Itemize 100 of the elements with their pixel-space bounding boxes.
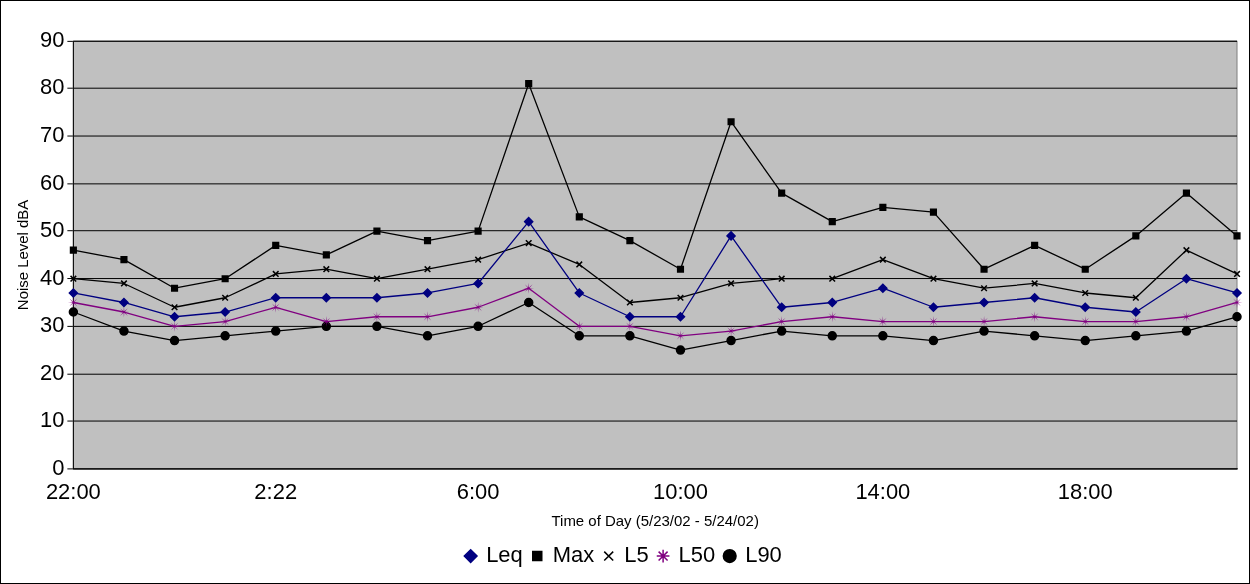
point (473, 321, 483, 332)
point (575, 213, 583, 221)
point (675, 345, 686, 355)
point (727, 118, 735, 126)
point (778, 275, 786, 283)
point (878, 331, 888, 341)
point (827, 331, 838, 341)
point (523, 297, 534, 308)
point (778, 189, 786, 197)
point (473, 278, 483, 289)
point (525, 80, 533, 88)
x-tick-label: 18:00 (1057, 479, 1113, 505)
point (1080, 335, 1090, 346)
point (1081, 265, 1089, 273)
point (928, 335, 939, 346)
point (372, 321, 382, 332)
y-tick-label: 40 (39, 264, 65, 290)
point (220, 331, 230, 341)
point (270, 293, 281, 303)
y-tick-label: 0 (52, 455, 65, 481)
point (1131, 331, 1141, 341)
point (727, 279, 735, 288)
y-tick-label: 10 (39, 407, 65, 433)
legend-label: Max (552, 542, 595, 568)
point (980, 265, 988, 273)
point (625, 331, 635, 341)
x-axis-title: Time of Day (5/23/02 - 5/24/02) (551, 512, 759, 530)
point (322, 251, 330, 259)
point (1232, 288, 1242, 298)
point (1181, 273, 1192, 284)
point (574, 288, 585, 298)
x-tick-label: 22:00 (45, 479, 101, 505)
point (828, 218, 836, 226)
point (321, 293, 332, 303)
y-tick-label: 30 (39, 312, 65, 338)
point (120, 279, 128, 288)
point (270, 326, 281, 336)
point (372, 293, 382, 303)
legend-label: L90 (745, 542, 782, 568)
point (979, 297, 989, 308)
point (626, 298, 634, 307)
point (979, 326, 989, 336)
point (373, 227, 381, 235)
point (675, 312, 686, 322)
point (928, 302, 939, 312)
point (1181, 326, 1192, 336)
y-tick-label: 70 (39, 122, 65, 148)
point (1233, 232, 1241, 240)
point (169, 312, 180, 322)
point (423, 237, 432, 245)
point (220, 307, 230, 317)
point (272, 241, 280, 249)
point (68, 307, 79, 317)
point (474, 227, 482, 235)
x-tick-label: 2:22 (254, 479, 298, 505)
point (170, 284, 179, 292)
point (169, 335, 180, 346)
point (776, 302, 787, 312)
point (221, 275, 229, 283)
point (68, 288, 79, 298)
point (1182, 189, 1190, 197)
y-tick-label: 80 (39, 74, 65, 100)
point (1029, 331, 1040, 341)
point (676, 265, 685, 273)
point (1232, 312, 1242, 322)
point (776, 326, 787, 336)
point (1080, 302, 1090, 312)
point (726, 231, 736, 241)
point (1031, 241, 1039, 249)
point (726, 335, 736, 346)
point (422, 288, 433, 298)
point (929, 208, 938, 216)
point (69, 246, 77, 254)
y-tick-label: 20 (39, 359, 65, 385)
point (119, 297, 129, 308)
y-axis-title: Noise Level dBA (14, 199, 32, 311)
point (120, 256, 128, 264)
legend-label: Leq (486, 542, 523, 568)
legend-label: L5 (624, 542, 649, 568)
y-tick-label: 90 (39, 26, 65, 52)
point (1131, 307, 1141, 317)
x-tick-label: 14:00 (855, 479, 911, 505)
point (119, 326, 129, 336)
point (1029, 311, 1041, 323)
y-tick-label: 50 (39, 217, 65, 243)
point (827, 297, 838, 308)
x-tick-label: 6:00 (456, 479, 500, 505)
point (270, 301, 282, 313)
point (626, 237, 634, 245)
point (625, 312, 635, 322)
y-tick-label: 60 (39, 169, 65, 195)
point (574, 331, 585, 341)
point (879, 203, 887, 211)
point (828, 275, 836, 283)
point (826, 311, 838, 323)
point (422, 331, 433, 341)
point (523, 216, 534, 227)
x-tick-label: 10:00 (653, 479, 708, 505)
point (878, 283, 888, 293)
point (1132, 232, 1140, 240)
